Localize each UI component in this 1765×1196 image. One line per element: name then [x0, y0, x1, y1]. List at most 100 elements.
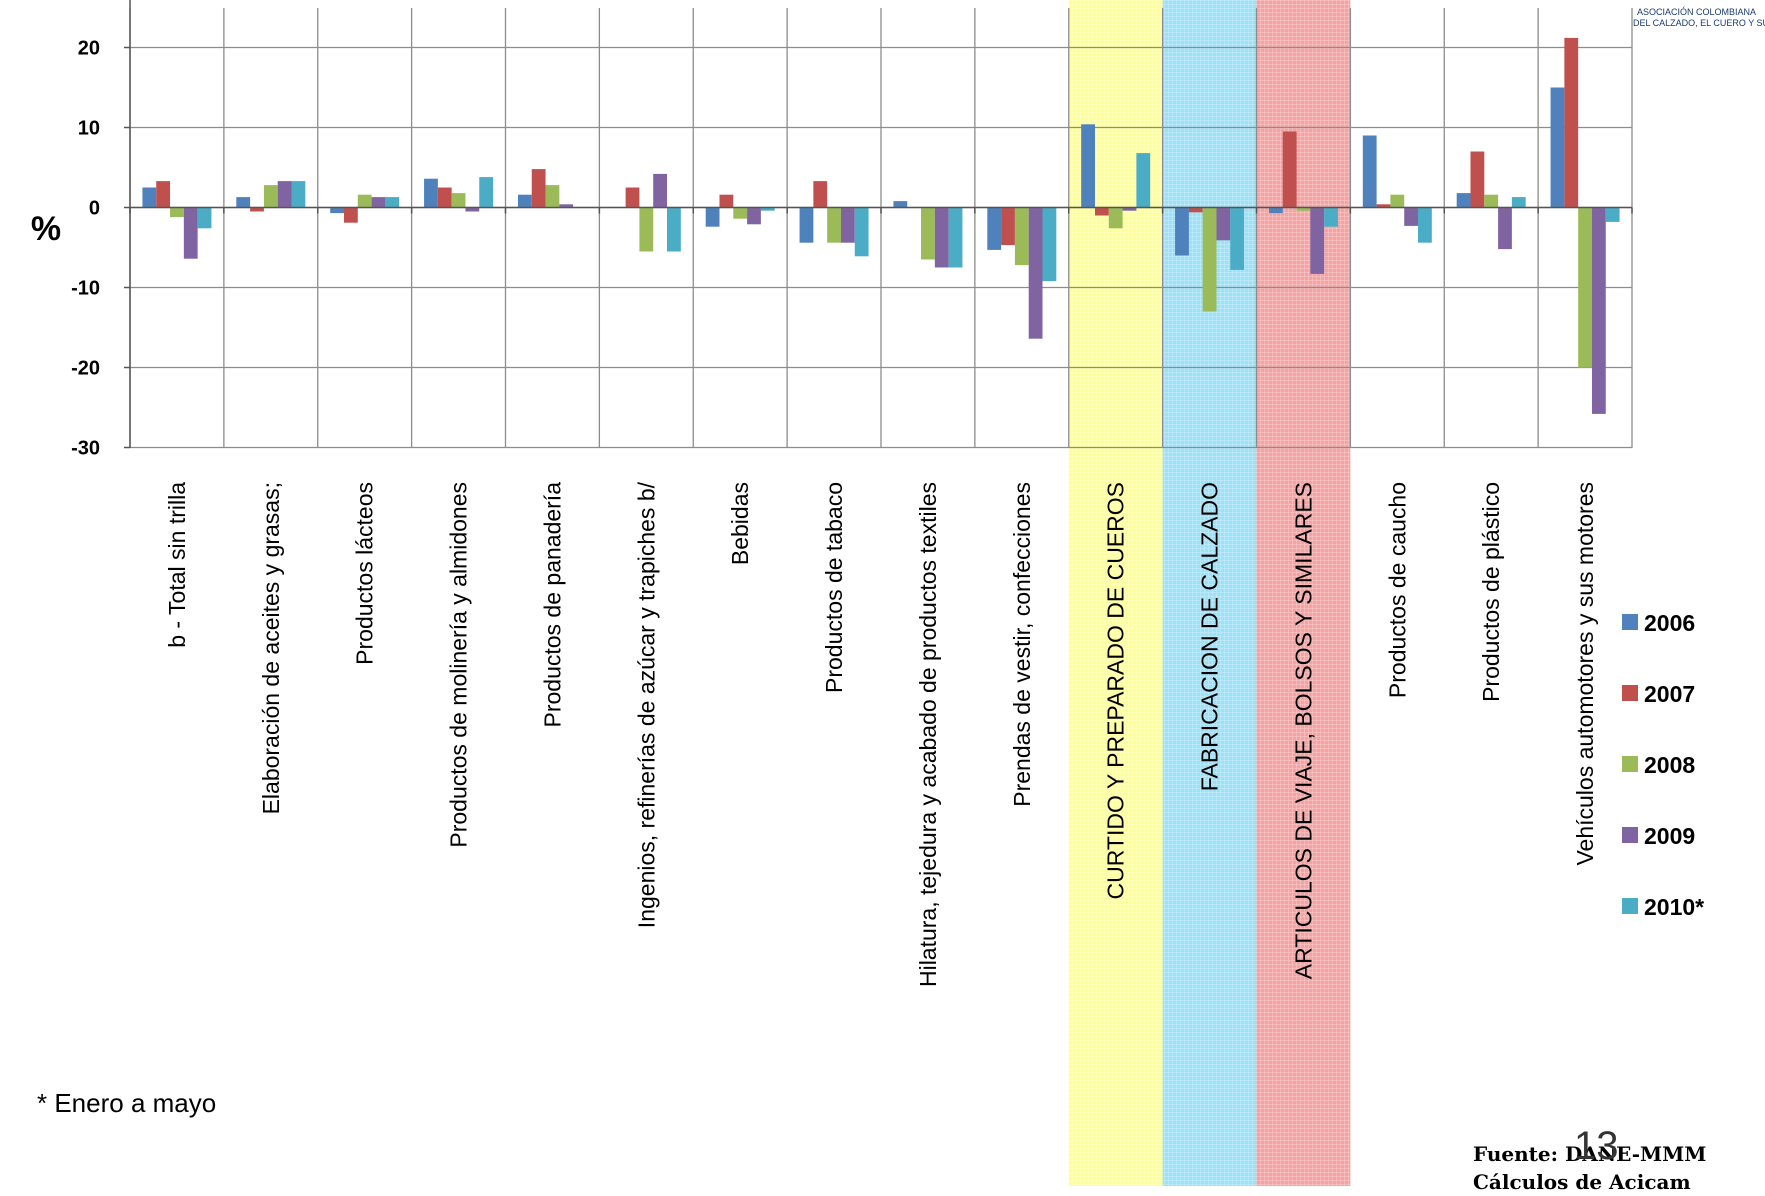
- bar-2008-7: [827, 207, 841, 243]
- bar-2007-15: [1564, 37, 1579, 208]
- bar-2010*-12: [1324, 207, 1338, 227]
- y-axis-label: %: [31, 210, 61, 248]
- footnote: * Enero a mayo: [37, 1088, 217, 1118]
- bar-2006-11: [1175, 207, 1189, 256]
- bar-2008-8: [921, 207, 935, 260]
- bar-2007-4: [531, 169, 546, 208]
- legend-label-2008: 2008: [1644, 752, 1695, 778]
- logo-text: ASOCIACIÓN COLOMBIANA DEL CALZADO, EL CU…: [1633, 7, 1765, 28]
- category-label: Vehículos automotores y sus motores: [1572, 482, 1598, 866]
- y-tick-label: -20: [71, 358, 100, 380]
- bar-2008-10: [1108, 207, 1123, 229]
- highlight-band: [1256, 0, 1351, 1186]
- bar-2010*-5: [667, 207, 681, 252]
- bar-2006-2: [330, 207, 344, 214]
- bar-2009-12: [1310, 207, 1325, 274]
- category-label: Elaboración de aceites y grasas;: [258, 482, 284, 814]
- bar-2010*-7: [854, 207, 869, 257]
- y-tick-label: -10: [71, 278, 100, 300]
- category-label: Productos de panadería: [539, 482, 565, 728]
- bar-2006-9: [987, 207, 1002, 250]
- legend-swatch-2008: [1622, 756, 1638, 772]
- logo-line-2: DEL CALZADO, EL CUERO Y SU: [1633, 18, 1765, 28]
- highlight-band: [1162, 0, 1257, 1186]
- bar-2010*-6: [760, 207, 775, 211]
- bar-2010*-10: [1136, 153, 1151, 208]
- bar-2010*-11: [1230, 207, 1245, 270]
- bar-2009-11: [1216, 207, 1231, 241]
- bar-2010*-13: [1418, 207, 1432, 243]
- category-label: Productos de tabaco: [821, 482, 847, 693]
- source-line-2: Cálculos de Acicam: [1473, 1170, 1691, 1194]
- legend-label-2009: 2009: [1644, 823, 1695, 849]
- bar-2010*-15: [1605, 207, 1620, 222]
- bar-2009-10: [1122, 207, 1137, 211]
- bar-2007-7: [813, 181, 828, 208]
- bar-2006-12: [1268, 207, 1283, 214]
- source-line-1: Fuente: DANE-MMM: [1473, 1142, 1707, 1166]
- bar-2006-0: [142, 187, 157, 208]
- chart-bars: [142, 37, 1620, 414]
- bar-2008-4: [545, 185, 560, 208]
- bar-2006-8: [893, 201, 908, 208]
- bar-2006-10: [1081, 124, 1095, 208]
- bar-2008-2: [357, 194, 372, 208]
- bar-2006-4: [517, 194, 532, 208]
- bar-2006-14: [1456, 193, 1471, 208]
- bar-2007-0: [156, 181, 171, 208]
- bar-2006-7: [799, 207, 814, 243]
- legend-label-2007: 2007: [1644, 681, 1695, 707]
- legend-swatch-2007: [1622, 685, 1638, 701]
- bar-2010*-2: [385, 197, 400, 208]
- y-tick-label: 20: [78, 38, 100, 60]
- bar-2008-3: [451, 193, 466, 208]
- category-label: Ingenios, refinerías de azúcar y trapich…: [633, 481, 659, 928]
- category-label: Productos lácteos: [352, 482, 378, 665]
- category-label: Bebidas: [727, 482, 753, 565]
- bar-2009-5: [653, 173, 668, 208]
- bar-2008-11: [1202, 207, 1217, 312]
- bar-2007-10: [1094, 207, 1109, 216]
- bar-2008-13: [1390, 194, 1405, 208]
- bar-2008-0: [170, 207, 184, 218]
- chart-axes: [124, 0, 1633, 449]
- y-axis-tick-labels: 20 10 0 -10 -20 -30: [71, 38, 100, 460]
- chart-gridlines: [129, 8, 1633, 449]
- category-label: Productos de molinería y almidones: [446, 482, 472, 848]
- bar-2007-14: [1470, 151, 1485, 208]
- bar-2009-6: [747, 207, 761, 225]
- category-label: Productos de plástico: [1478, 482, 1504, 702]
- bar-2008-14: [1484, 194, 1499, 208]
- bar-2007-1: [250, 207, 264, 212]
- bar-2006-1: [236, 197, 251, 208]
- category-label: Prendas de vestir, confecciones: [1009, 482, 1035, 807]
- bar-2010*-1: [291, 181, 306, 208]
- bar-2007-2: [343, 207, 358, 223]
- bar-2007-6: [719, 194, 734, 208]
- bar-2009-9: [1028, 207, 1043, 339]
- bar-2006-13: [1362, 135, 1377, 208]
- bar-2009-2: [371, 197, 386, 208]
- category-label: ARTICULOS DE VIAJE, BOLSOS Y SIMILARES: [1290, 482, 1316, 979]
- bar-2009-13: [1404, 207, 1419, 226]
- bar-2008-5: [639, 207, 654, 252]
- bar-2009-14: [1498, 207, 1512, 250]
- category-label: Hilatura, tejedura y acabado de producto…: [915, 482, 941, 987]
- bar-2006-6: [705, 207, 720, 227]
- bar-2010*-0: [197, 207, 212, 229]
- bar-2010*-8: [948, 207, 963, 268]
- legend-swatch-2010*: [1622, 898, 1638, 914]
- category-label: FABRICACION DE CALZADO: [1197, 482, 1223, 791]
- bar-2009-7: [840, 207, 855, 243]
- bar-2007-5: [625, 187, 640, 208]
- bar-2010*-3: [479, 177, 494, 208]
- bar-2007-13: [1376, 204, 1391, 208]
- y-tick-label: -30: [71, 438, 100, 460]
- logo-line-1: ASOCIACIÓN COLOMBIANA: [1637, 7, 1756, 17]
- bar-2009-15: [1591, 207, 1606, 414]
- category-label: CURTIDO Y PREPARADO DE CUEROS: [1103, 482, 1129, 900]
- category-label: Productos de caucho: [1384, 482, 1410, 698]
- bar-2010*-9: [1042, 207, 1057, 282]
- legend-swatch-2009: [1622, 827, 1638, 843]
